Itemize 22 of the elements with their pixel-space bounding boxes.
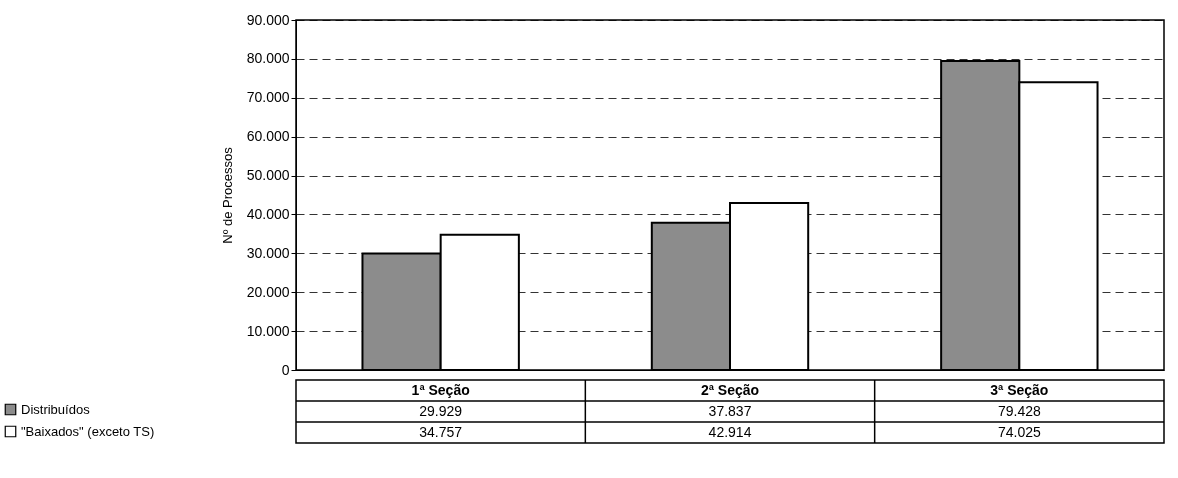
y-tick-label: 20.000 [246, 283, 290, 300]
y-axis-title: Nº de Processos [219, 146, 235, 244]
y-tick-label: 30.000 [246, 244, 290, 261]
y-tick-label: 40.000 [246, 205, 290, 222]
data-label: 29.929 [419, 402, 463, 419]
y-tick-label: 10.000 [246, 322, 290, 339]
data-label: 37.837 [708, 402, 752, 419]
x-tick-label: 1ª Seção [411, 381, 470, 398]
legend-label: "Baixados" (exceto TS) [21, 423, 155, 439]
y-tick-label: 50.000 [246, 167, 290, 184]
data-label: 42.914 [708, 423, 752, 440]
x-tick-label: 3ª Seção [990, 381, 1049, 398]
data-label: 74.025 [997, 423, 1041, 440]
y-tick-label: 80.000 [246, 50, 290, 67]
y-tick-label: 60.000 [246, 128, 290, 145]
y-tick-label: 0 [281, 361, 290, 378]
y-tick-label: 90.000 [246, 11, 290, 28]
y-tick-label: 70.000 [246, 89, 290, 106]
legend-label: Distribuídos [21, 401, 91, 417]
data-label: 79.428 [997, 402, 1041, 419]
data-label: 34.757 [419, 423, 463, 440]
x-tick-label: 2ª Seção [700, 381, 760, 398]
